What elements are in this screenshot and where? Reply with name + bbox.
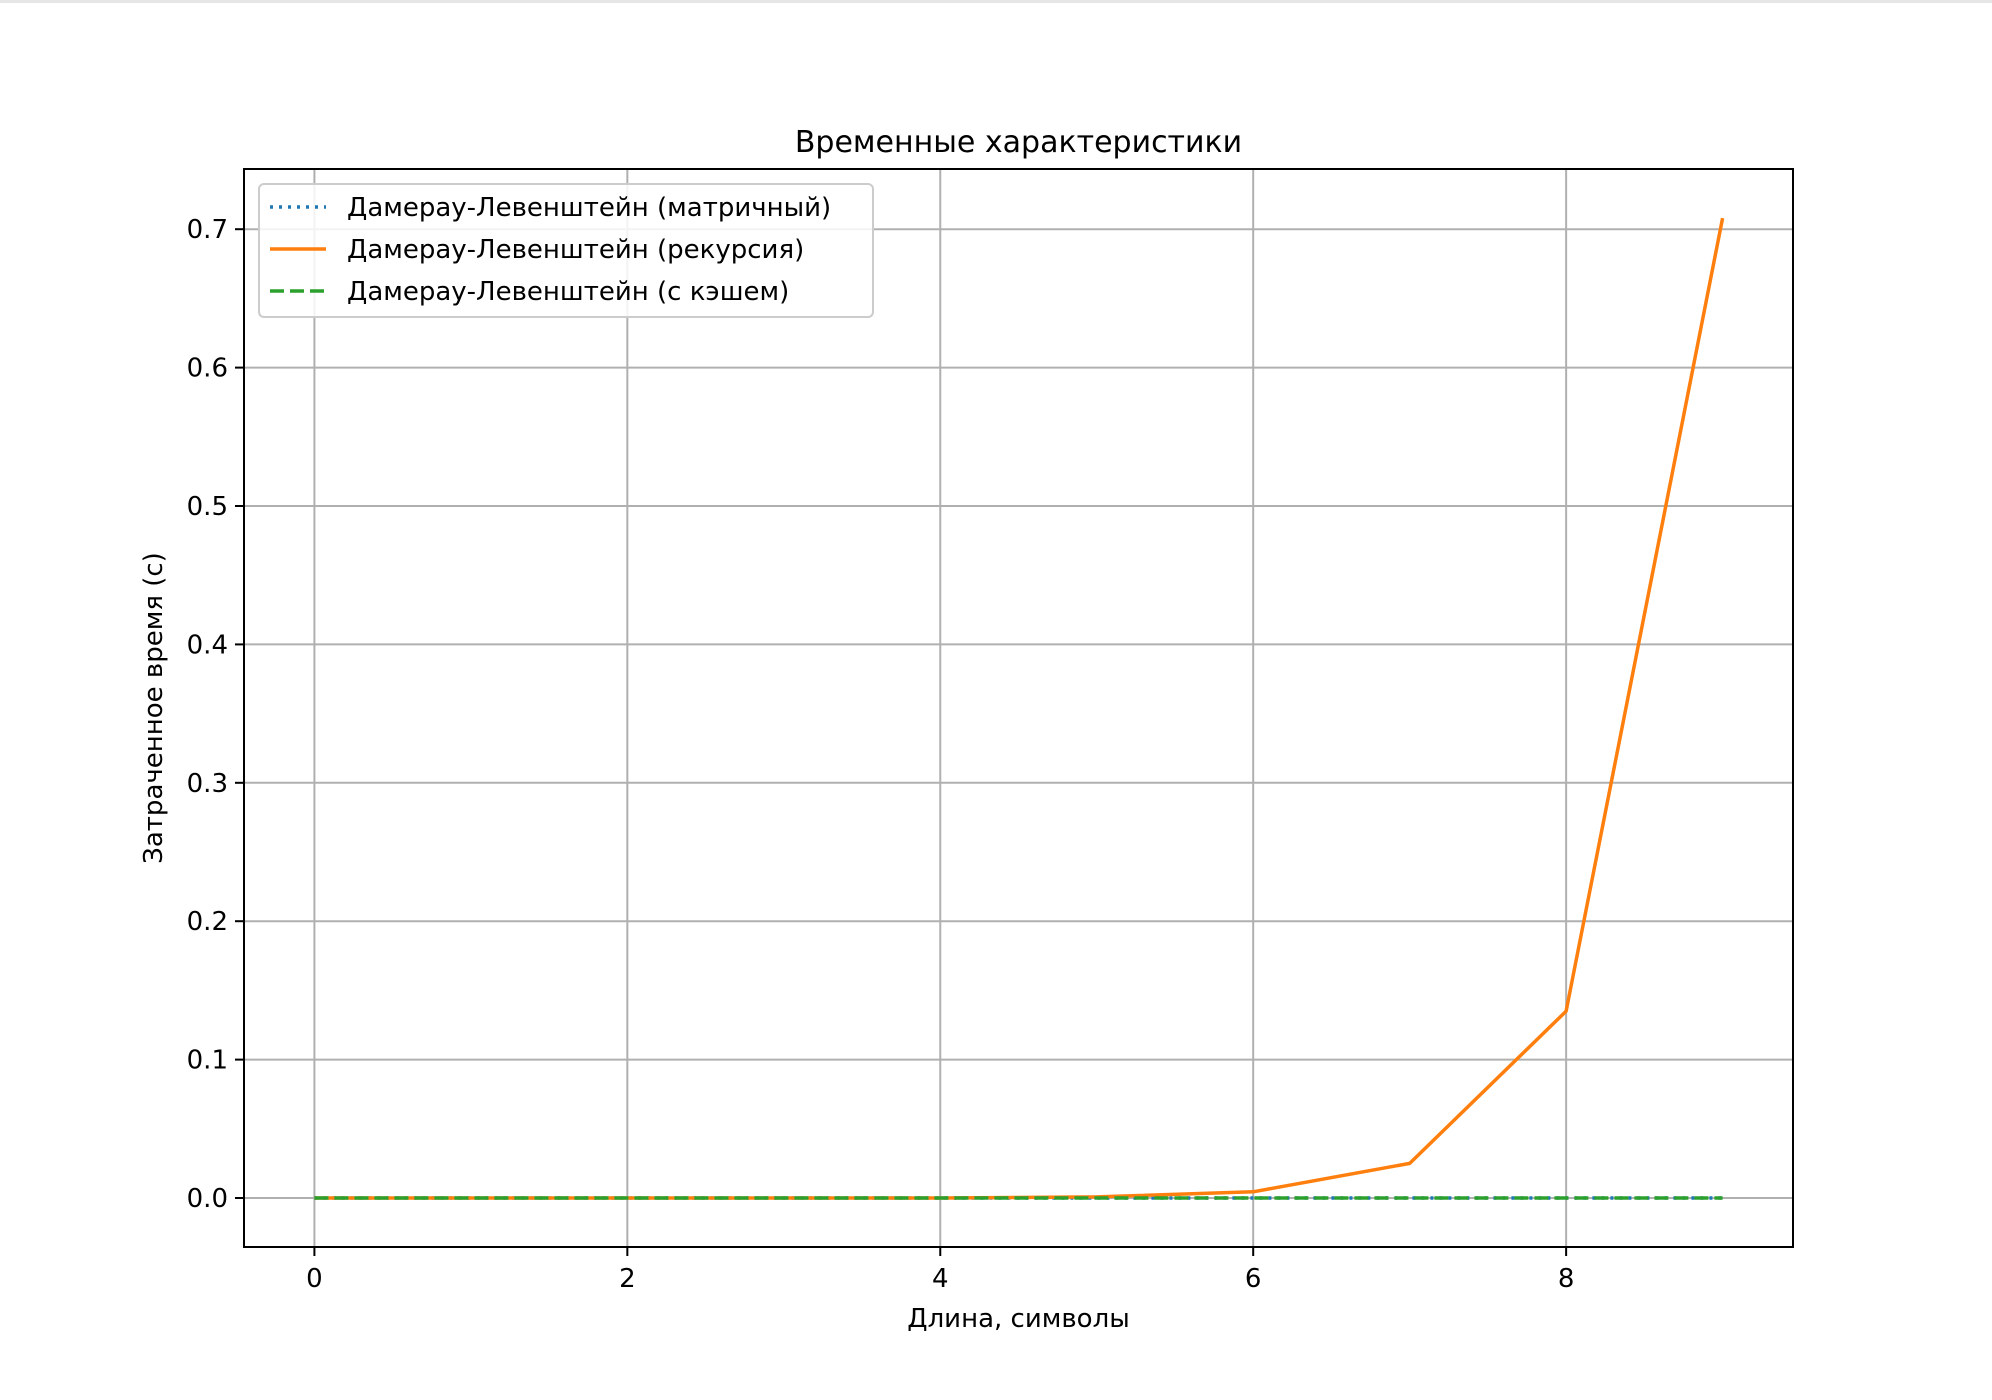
x-tick-label: 2 [619, 1264, 636, 1294]
x-tick-label: 4 [932, 1264, 949, 1294]
plot-frame [243, 168, 1794, 1248]
legend-entry-label: Дамерау-Левенштейн (с кэшем) [347, 277, 789, 307]
y-tick-label: 0.3 [187, 769, 228, 799]
y-tick-label: 0.6 [187, 354, 228, 384]
y-axis-label: Затраченное время (с) [139, 552, 169, 864]
y-tick-label: 0.5 [187, 492, 228, 522]
y-tick-label: 0.7 [187, 215, 228, 245]
grid-lines [244, 169, 1793, 1247]
top-border [0, 0, 1992, 3]
y-tick-label: 0.1 [187, 1046, 228, 1076]
legend-entry-label: Дамерау-Левенштейн (матричный) [347, 193, 831, 223]
x-tick-label: 0 [306, 1264, 323, 1294]
legend: Дамерау-Левенштейн (матричный) Дамерау-Ле… [258, 183, 874, 318]
y-tick-label: 0.0 [187, 1184, 228, 1214]
axis-ticks: 0 2 4 6 8 0.0 0.1 0.2 0.3 0.4 0.5 0.6 0.7 [187, 215, 1575, 1294]
legend-box [258, 183, 874, 318]
y-tick-label: 0.4 [187, 630, 228, 660]
x-tick-label: 6 [1245, 1264, 1262, 1294]
legend-entry-label: Дамерау-Левенштейн (рекурсия) [347, 235, 804, 265]
series-lines [314, 217, 1725, 1200]
x-tick-label: 8 [1558, 1264, 1575, 1294]
chart-title: Временные характеристики [795, 125, 1242, 160]
series-line-2 [314, 217, 1725, 1200]
x-axis-label: Длина, символы [907, 1304, 1129, 1334]
y-tick-label: 0.2 [187, 907, 228, 937]
